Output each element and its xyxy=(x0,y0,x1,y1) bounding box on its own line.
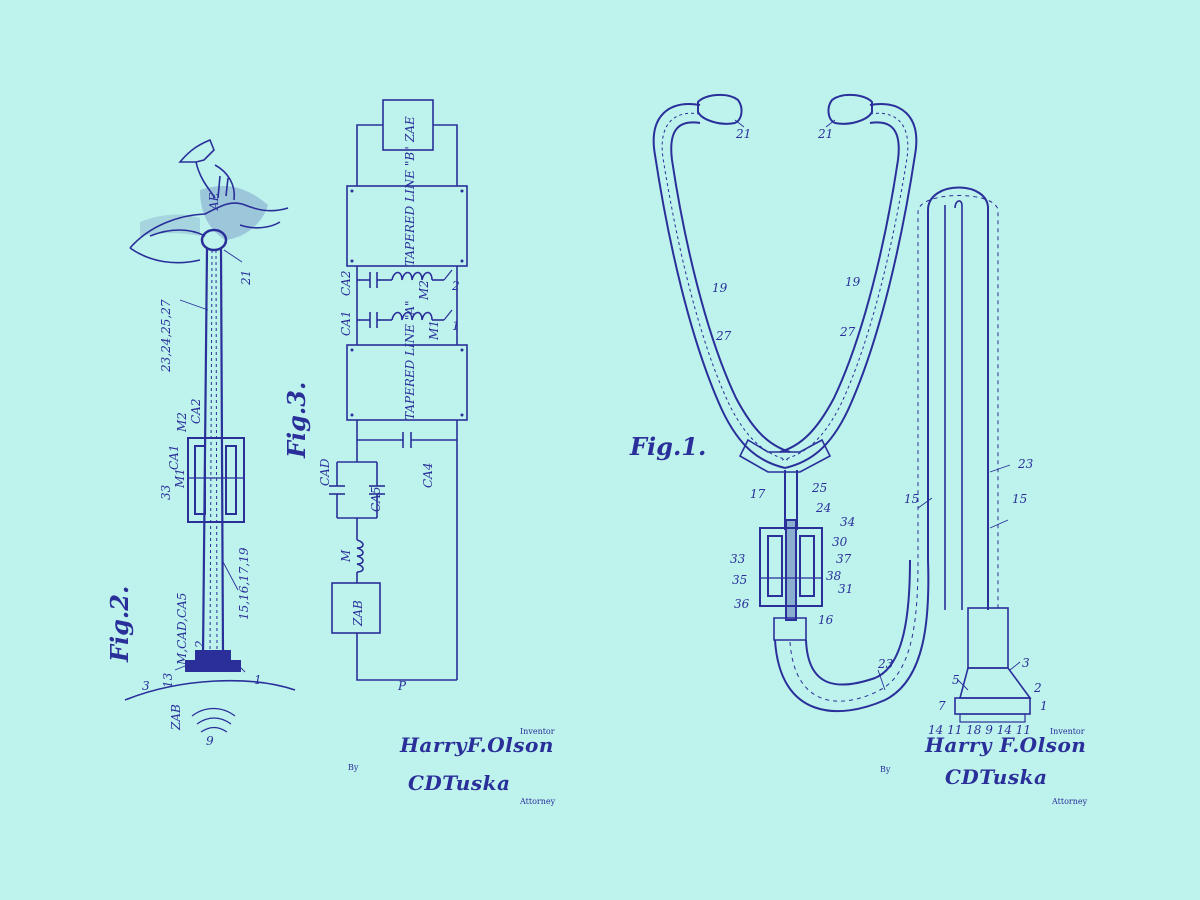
fig3-label-n2: 2 xyxy=(451,279,460,293)
fig2-label-1: 1 xyxy=(254,673,262,687)
fig1-label-36: 36 xyxy=(734,597,750,611)
fig1-stethoscope xyxy=(654,95,1030,722)
fig1-label-15a: 15 xyxy=(904,492,919,506)
inventor-name-right: Harry F.Olson xyxy=(924,733,1086,757)
fig3-label-tapered-a: TAPERED LINE "A" xyxy=(403,300,417,420)
fig2-label-2: 2 xyxy=(193,640,207,649)
fig2-drawing xyxy=(125,140,295,732)
fig3-label-zae: ZAE xyxy=(403,116,417,143)
fig1-leader-lines xyxy=(735,120,1020,690)
long-tube xyxy=(775,188,998,712)
fig2-label-33: 33 xyxy=(159,484,173,500)
fig1-label-27a: 27 xyxy=(715,329,732,343)
fig3-label-tapered-b: TAPERED LINE "B" xyxy=(403,146,417,266)
fig1-label-2: 2 xyxy=(1033,681,1042,695)
fig3-label-ca2: CA2 xyxy=(339,271,353,296)
attorney-signature-right: CDTuska xyxy=(945,765,1047,789)
fig3-label-p: P xyxy=(397,679,407,693)
inventor-name-left: HarryF.Olson xyxy=(399,733,554,757)
fig1-label-16: 16 xyxy=(818,613,834,627)
signature-block-left: Inventor HarryF.Olson By CDTuska Attorne… xyxy=(348,727,556,806)
fig2-label-mcad: M,CAD,CA5 xyxy=(175,593,189,666)
fig1-label-25: 25 xyxy=(811,481,827,495)
fig3-label-m: M xyxy=(339,549,353,563)
connector xyxy=(774,618,806,640)
fig2-label-15: 15,16,17,19 xyxy=(237,547,251,620)
fig2-label-13: 13 xyxy=(161,672,175,688)
fig1-label-35: 35 xyxy=(732,573,747,587)
fig1-label-1: 1 xyxy=(1040,699,1048,713)
fig2-label-23-24: 23,24,25,27 xyxy=(159,299,173,373)
by-label-right: By xyxy=(880,765,891,774)
fig3-circuit xyxy=(329,100,467,680)
fig2-label-ae: AE xyxy=(207,192,221,211)
fig3-label-ca4: CA4 xyxy=(421,463,435,488)
fig1-label-24: 24 xyxy=(815,501,831,515)
fig1-label-23a: 23 xyxy=(1017,457,1034,471)
fig1-label-31: 31 xyxy=(838,582,853,596)
fig1-label-30: 30 xyxy=(832,535,848,549)
fig3-caption: Fig.3. xyxy=(282,382,311,459)
ear-tip xyxy=(202,230,226,250)
fig1-label-5: 5 xyxy=(952,673,960,687)
by-label-left: By xyxy=(348,763,359,772)
fig1-caption: Fig.1. xyxy=(629,432,706,461)
attorney-label-right: Attorney xyxy=(1051,797,1088,806)
fig1-label-7: 7 xyxy=(938,699,946,713)
fig1-label-17: 17 xyxy=(750,487,766,501)
fig1-label-38: 38 xyxy=(826,569,842,583)
signature-block-right: Inventor Harry F.Olson By CDTuska Attorn… xyxy=(880,727,1088,806)
fig1-label-33: 33 xyxy=(730,552,746,566)
fig1-label-34: 34 xyxy=(840,515,855,529)
fig2-label-m2: M2 xyxy=(175,412,189,433)
fig1-label-23b: 23 xyxy=(877,657,894,671)
fig3-label-n1: 1 xyxy=(452,319,460,333)
fig1-label-3: 3 xyxy=(1022,656,1030,670)
fig1-label-19b: 19 xyxy=(845,275,861,289)
left-earpiece xyxy=(698,95,742,124)
fig1-label-37: 37 xyxy=(836,552,852,566)
attorney-label-left: Attorney xyxy=(519,797,556,806)
fig3-label-ca1: CA1 xyxy=(339,311,353,336)
fig1-label-21b: 21 xyxy=(817,127,833,141)
fig3-label-cad: CAD xyxy=(318,458,332,486)
fig2-caption: Fig.2. xyxy=(105,586,134,663)
fig2-label-m1: M1 xyxy=(173,468,187,489)
fig2-label-ca1: CA1 xyxy=(167,445,181,470)
fig1-element-housing xyxy=(760,520,822,620)
fig3-label-zab: ZAB xyxy=(351,600,365,627)
fig1-label-15b: 15 xyxy=(1012,492,1027,506)
fig2-chest-piece xyxy=(125,650,295,732)
fig2-label-3: 3 xyxy=(142,679,150,693)
fig1-label-19a: 19 xyxy=(712,281,728,295)
fig2-label-ca2: CA2 xyxy=(189,399,203,424)
fig3-label-m2: M2 xyxy=(417,280,431,301)
fig1-label-27b: 27 xyxy=(839,325,856,339)
binaural-tubes xyxy=(654,104,917,468)
attorney-signature-left: CDTuska xyxy=(408,771,510,795)
fig3-label-m1: M1 xyxy=(427,320,441,341)
fig3-label-ca5: CA5 xyxy=(369,487,383,512)
fig1-label-21a: 21 xyxy=(735,127,751,141)
fig2-label-9: 9 xyxy=(206,734,214,748)
fig1-chest-piece xyxy=(955,608,1030,722)
fig2-label-zab: ZAB xyxy=(169,704,183,731)
right-earpiece xyxy=(828,95,872,124)
fig2-label-21: 21 xyxy=(239,270,253,286)
ear-tissue-stipple xyxy=(140,186,268,240)
